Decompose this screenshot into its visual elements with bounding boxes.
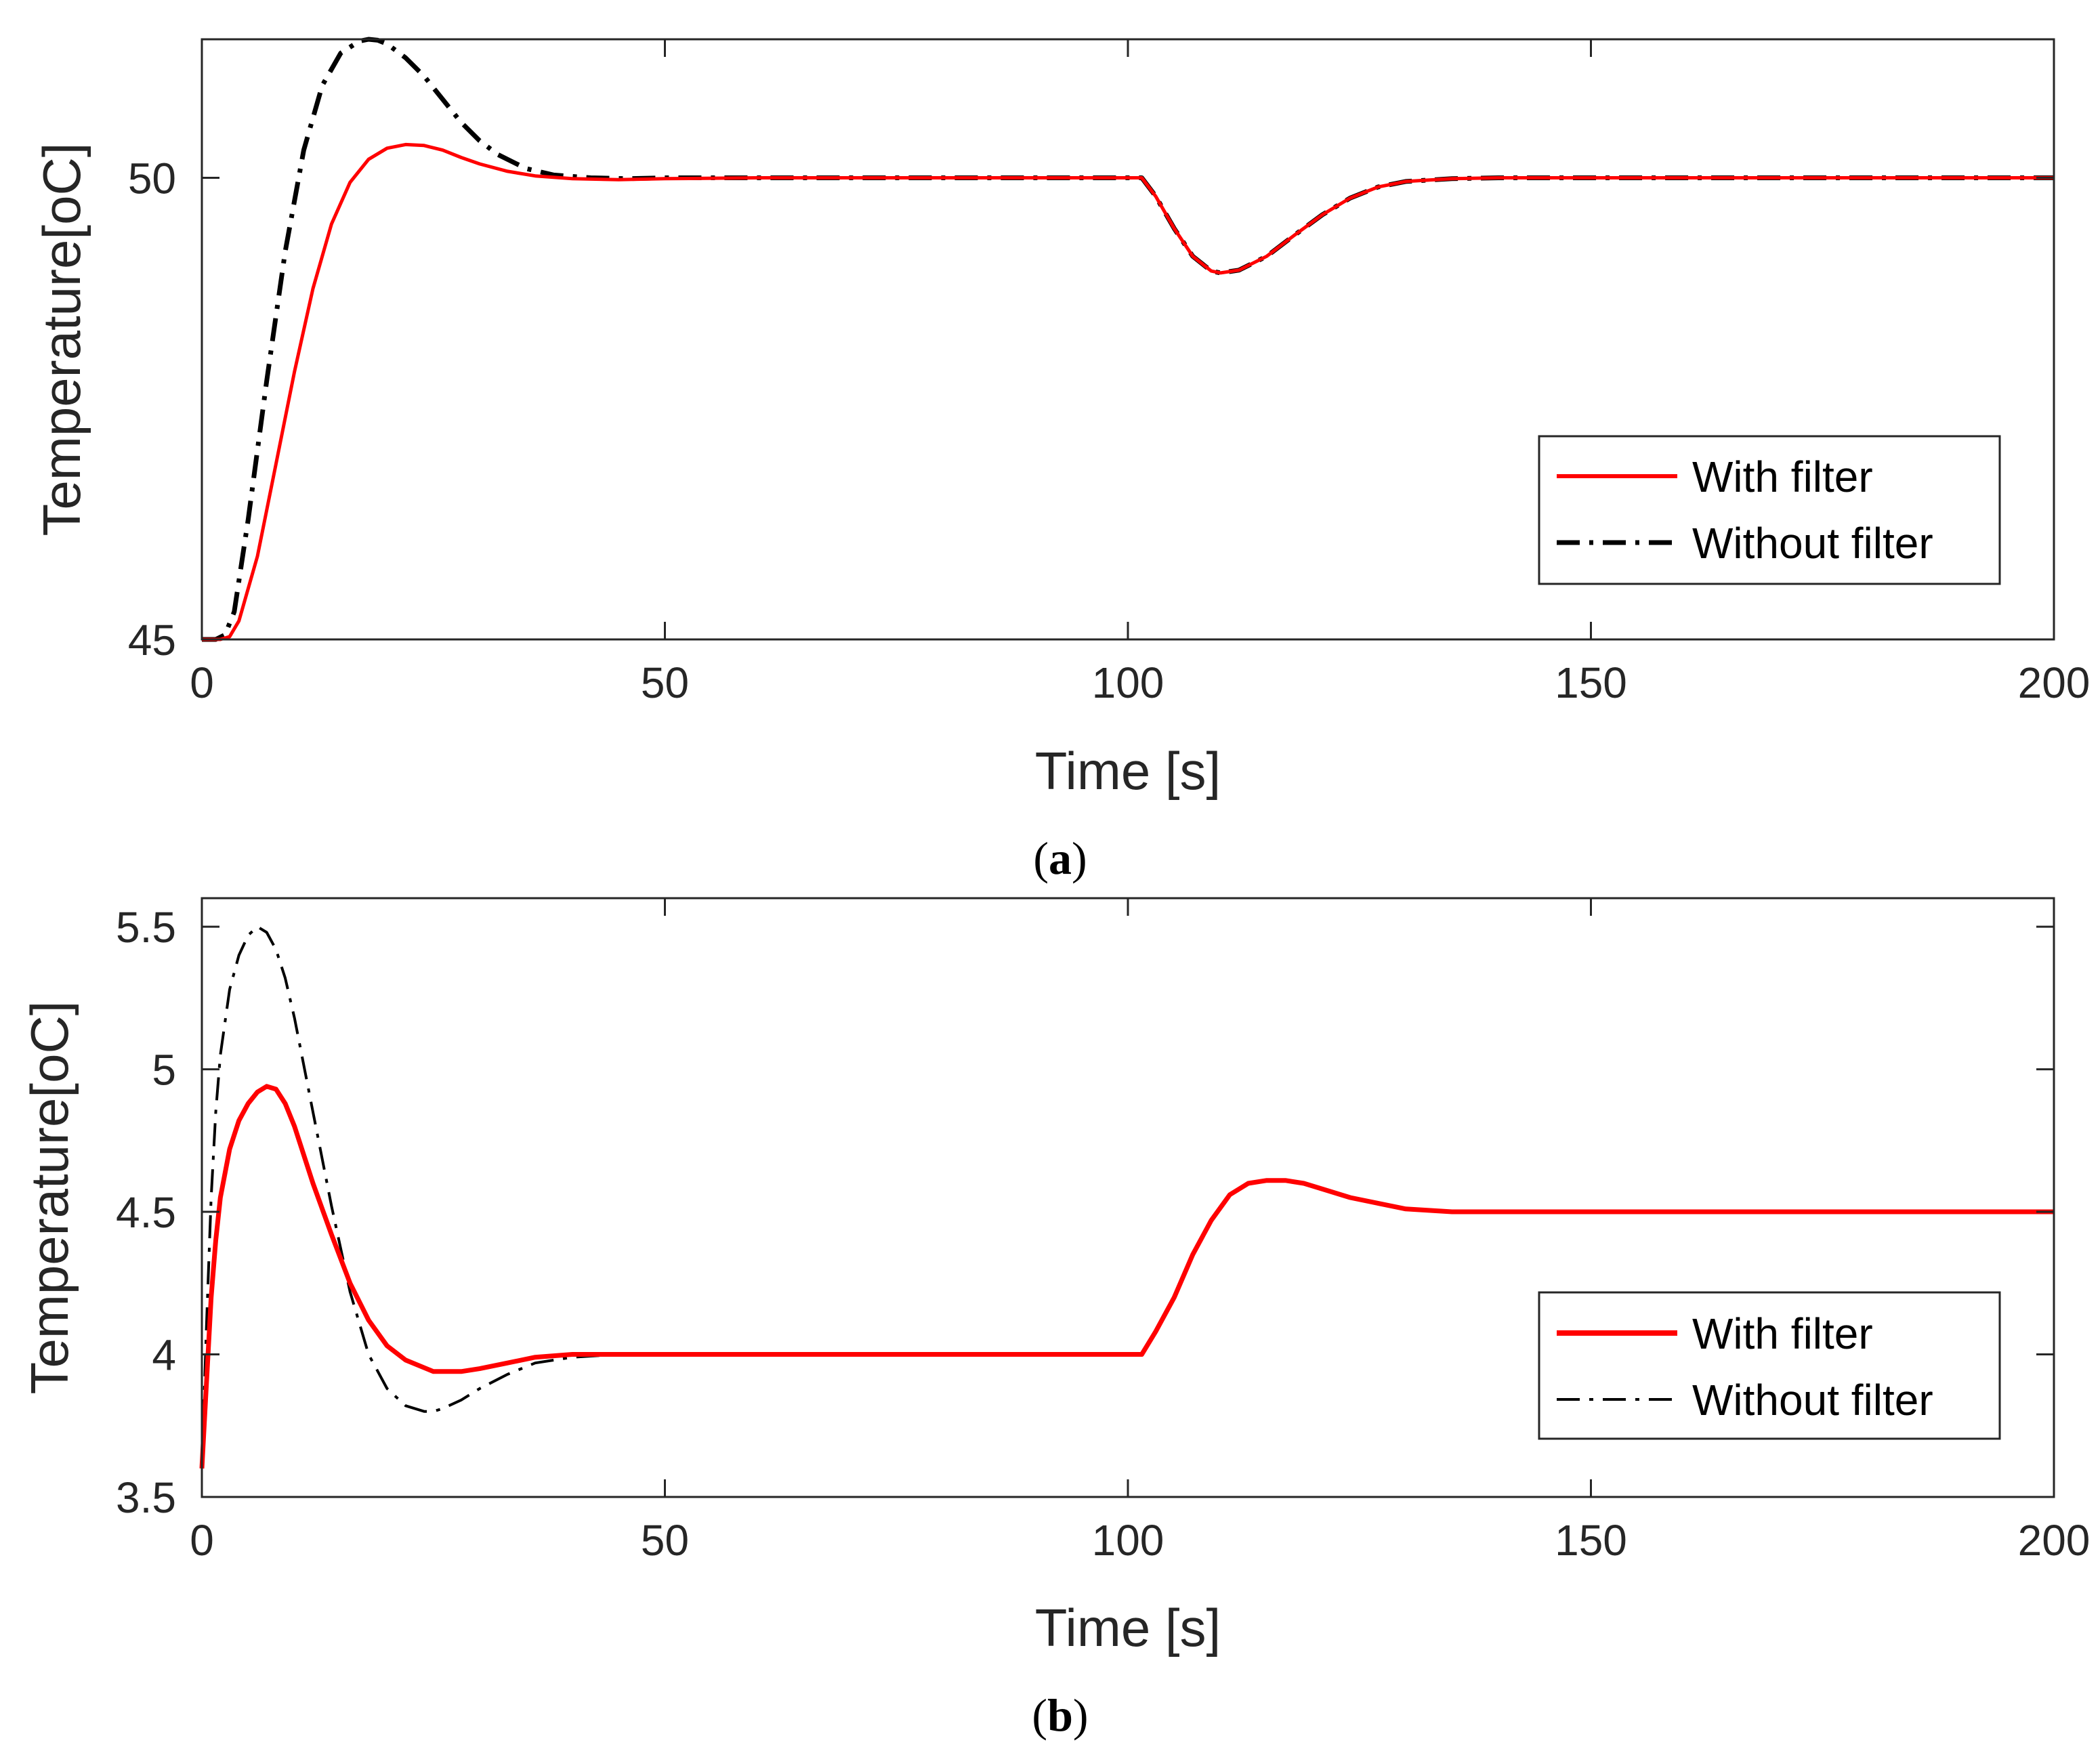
caption-a: (a) bbox=[1033, 832, 1087, 884]
legend-label-with-filter-a: With filter bbox=[1692, 452, 1873, 501]
x-tick-label: 50 bbox=[641, 658, 689, 707]
y-tick-label: 3.5 bbox=[116, 1473, 176, 1522]
legend-label-with-filter-b: With filter bbox=[1692, 1309, 1873, 1358]
y-ticks-a: 45 50 bbox=[128, 154, 2054, 664]
y-tick-label: 50 bbox=[128, 154, 176, 203]
legend-box-b bbox=[1538, 1291, 2001, 1440]
x-axis-label-a: Time [s] bbox=[1035, 741, 1221, 801]
x-tick-label: 150 bbox=[1555, 658, 1627, 707]
x-tick-label: 200 bbox=[2018, 1516, 2091, 1565]
x-tick-label: 200 bbox=[2018, 658, 2091, 707]
y-axis-label-a: Temperature[oC] bbox=[32, 143, 91, 536]
caption-letter-a: a bbox=[1049, 832, 1072, 884]
y-tick-label: 45 bbox=[128, 616, 176, 664]
x-tick-label: 0 bbox=[190, 1516, 214, 1565]
x-ticks-b: 0 50 100 150 200 bbox=[190, 898, 2090, 1565]
series-lines-b bbox=[199, 925, 2054, 1469]
series-line-with-filter-b bbox=[199, 1084, 2054, 1469]
x-tick-label: 0 bbox=[190, 658, 214, 707]
x-tick-label: 100 bbox=[1092, 1516, 1164, 1565]
series-lines-a bbox=[202, 37, 2054, 642]
caption-letter-b: b bbox=[1047, 1689, 1073, 1741]
legend-label-without-filter-b: Without filter bbox=[1692, 1376, 1933, 1424]
legend-box-a bbox=[1538, 435, 2001, 585]
legend-label-without-filter-a: Without filter bbox=[1692, 519, 1933, 568]
x-tick-label: 50 bbox=[641, 1516, 689, 1565]
x-tick-label: 150 bbox=[1555, 1516, 1627, 1565]
y-tick-label: 4 bbox=[152, 1331, 176, 1380]
y-tick-label: 4.5 bbox=[116, 1188, 176, 1237]
x-axis-label-b: Time [s] bbox=[1035, 1598, 1221, 1657]
y-axis-label-b: Temperature[oC] bbox=[20, 1001, 79, 1395]
x-tick-label: 100 bbox=[1092, 658, 1164, 707]
legend-b: With filter Without filter bbox=[1538, 1291, 2001, 1440]
y-ticks-b: 3.5 4 4.5 5 5.5 bbox=[116, 903, 2054, 1522]
y-tick-label: 5.5 bbox=[116, 903, 176, 952]
chart-panel-b: 0 50 100 150 200 3.5 4 4.5 5 5.5 Time [s] Temper… bbox=[20, 897, 2090, 1741]
caption-b: (b) bbox=[1032, 1689, 1088, 1741]
chart-panel-a: 0 50 100 150 200 45 50 Time [s] Temperature[o… bbox=[32, 37, 2090, 884]
x-ticks-a: 0 50 100 150 200 bbox=[190, 39, 2090, 707]
series-line-with-filter-a bbox=[202, 142, 2054, 641]
legend-a: With filter Without filter bbox=[1538, 435, 2001, 585]
y-tick-label: 5 bbox=[152, 1046, 176, 1095]
